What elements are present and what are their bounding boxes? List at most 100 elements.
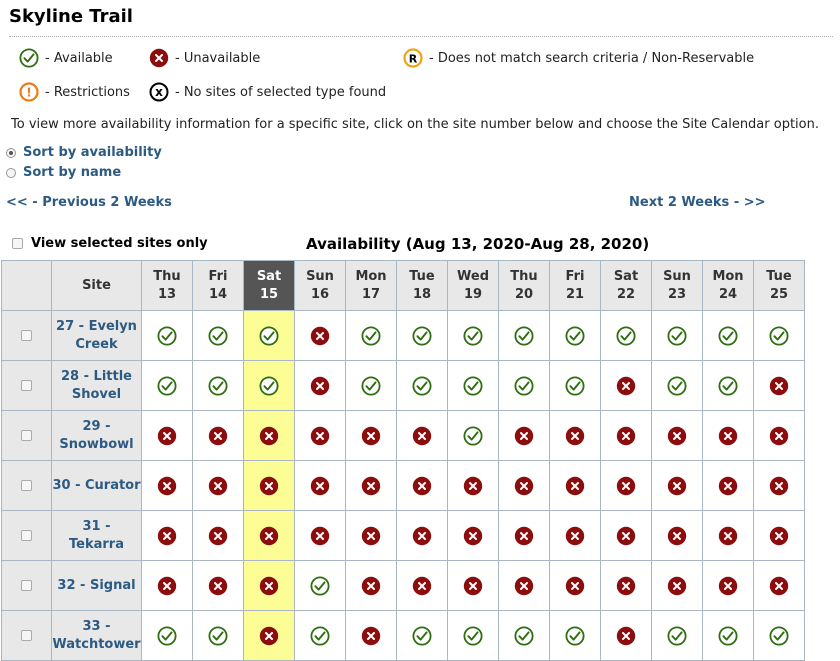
unavailable-x-icon xyxy=(259,526,279,545)
previous-2-weeks-link[interactable]: << - Previous 2 Weeks xyxy=(6,195,172,210)
available-cell[interactable] xyxy=(753,610,805,661)
available-cell[interactable] xyxy=(447,410,499,461)
table-row: 29 - Snowbowl xyxy=(1,410,805,461)
unavailable-x-icon xyxy=(208,576,228,595)
day-date: 23 xyxy=(667,286,687,302)
site-name-line2[interactable]: Tekarra xyxy=(69,536,124,552)
available-cell[interactable] xyxy=(192,310,244,361)
sort-by-name-label[interactable]: Sort by name xyxy=(23,165,122,180)
available-cell[interactable] xyxy=(243,360,295,411)
unavailable-x-icon xyxy=(616,626,636,645)
view-selected-label[interactable]: View selected sites only xyxy=(31,236,208,251)
unavailable-cell xyxy=(447,560,499,611)
site-link[interactable]: 28 - Little Shovel xyxy=(51,360,142,411)
site-select-cell xyxy=(1,610,52,661)
site-name-line2[interactable]: Snowbowl xyxy=(59,436,134,452)
available-cell[interactable] xyxy=(702,310,754,361)
unavailable-cell xyxy=(753,410,805,461)
available-cell[interactable] xyxy=(447,310,499,361)
unavailable-x-icon xyxy=(718,476,738,495)
not-match-letter: R xyxy=(409,52,418,65)
available-cell[interactable] xyxy=(651,610,703,661)
unavailable-x-icon xyxy=(718,526,738,545)
unavailable-x-icon xyxy=(565,576,585,595)
site-select-cell xyxy=(1,360,52,411)
site-select-checkbox[interactable] xyxy=(21,630,32,641)
unavailable-x-icon xyxy=(208,526,228,545)
site-name-line1[interactable]: 32 - Signal xyxy=(57,577,136,593)
available-cell[interactable] xyxy=(600,310,652,361)
next-2-weeks-link[interactable]: Next 2 Weeks - >> xyxy=(629,195,766,210)
site-name-line1[interactable]: 27 - Evelyn xyxy=(56,318,137,334)
available-cell[interactable] xyxy=(396,360,448,411)
available-cell[interactable] xyxy=(549,310,601,361)
site-link[interactable]: 31 - Tekarra xyxy=(51,510,142,561)
available-cell[interactable] xyxy=(345,360,397,411)
sort-by-name-radio[interactable] xyxy=(6,167,16,178)
available-cell[interactable] xyxy=(447,360,499,411)
day-header: Sat 15 xyxy=(243,260,295,311)
site-name-line1[interactable]: 31 - xyxy=(82,518,111,534)
available-cell[interactable] xyxy=(702,360,754,411)
table-row: 33 - Watchtower xyxy=(1,610,805,661)
available-cell[interactable] xyxy=(396,610,448,661)
available-cell[interactable] xyxy=(243,310,295,361)
available-cell[interactable] xyxy=(396,310,448,361)
available-check-icon xyxy=(361,376,381,396)
site-link[interactable]: 33 - Watchtower xyxy=(51,610,142,661)
available-cell[interactable] xyxy=(345,310,397,361)
site-name-line1[interactable]: 28 - Little xyxy=(61,368,132,384)
day-of-week: Wed xyxy=(457,268,489,284)
available-cell[interactable] xyxy=(498,360,550,411)
available-cell[interactable] xyxy=(141,360,193,411)
available-cell[interactable] xyxy=(498,310,550,361)
site-select-checkbox[interactable] xyxy=(21,430,32,441)
site-name-line2[interactable]: Creek xyxy=(75,336,118,352)
site-select-checkbox[interactable] xyxy=(21,580,32,591)
site-select-checkbox[interactable] xyxy=(21,530,32,541)
site-select-checkbox[interactable] xyxy=(21,380,32,391)
view-selected-checkbox[interactable] xyxy=(12,238,23,249)
site-name-line1[interactable]: 30 - Curator xyxy=(52,477,141,493)
view-selected-option[interactable]: View selected sites only xyxy=(12,236,208,251)
available-cell[interactable] xyxy=(192,360,244,411)
unavailable-cell xyxy=(447,510,499,561)
available-cell[interactable] xyxy=(192,610,244,661)
available-cell[interactable] xyxy=(447,610,499,661)
unavailable-x-icon xyxy=(667,526,687,545)
available-cell[interactable] xyxy=(753,310,805,361)
available-cell[interactable] xyxy=(498,610,550,661)
available-cell[interactable] xyxy=(651,310,703,361)
sort-by-availability-option[interactable]: Sort by availability xyxy=(6,145,162,160)
unavailable-cell xyxy=(651,560,703,611)
sort-by-availability-radio[interactable] xyxy=(6,147,16,158)
available-cell[interactable] xyxy=(294,560,346,611)
site-name-line2[interactable]: Shovel xyxy=(71,386,122,402)
site-name-line1[interactable]: 33 - xyxy=(82,618,111,634)
unavailable-cell xyxy=(447,460,499,511)
available-cell[interactable] xyxy=(651,360,703,411)
site-link[interactable]: 32 - Signal xyxy=(51,560,142,611)
unavailable-x-icon xyxy=(361,576,381,595)
site-link[interactable]: 30 - Curator xyxy=(51,460,142,511)
site-link[interactable]: 29 - Snowbowl xyxy=(51,410,142,461)
unavailable-x-icon xyxy=(310,526,330,545)
sort-by-name-option[interactable]: Sort by name xyxy=(6,165,121,180)
available-check-icon xyxy=(310,626,330,646)
available-cell[interactable] xyxy=(549,610,601,661)
legend-unavailable-label: - Unavailable xyxy=(175,50,261,66)
available-cell[interactable] xyxy=(702,610,754,661)
available-check-icon xyxy=(157,376,177,396)
site-select-checkbox[interactable] xyxy=(21,480,32,491)
day-date: 18 xyxy=(412,286,432,302)
day-header: Sun 23 xyxy=(651,260,703,311)
available-cell[interactable] xyxy=(294,610,346,661)
site-name-line1[interactable]: 29 - xyxy=(82,418,111,434)
site-name-line2[interactable]: Watchtower xyxy=(52,636,141,652)
available-cell[interactable] xyxy=(549,360,601,411)
sort-by-availability-label[interactable]: Sort by availability xyxy=(23,145,162,160)
available-cell[interactable] xyxy=(141,610,193,661)
site-link[interactable]: 27 - Evelyn Creek xyxy=(51,310,142,361)
available-cell[interactable] xyxy=(141,310,193,361)
site-select-checkbox[interactable] xyxy=(21,330,32,341)
